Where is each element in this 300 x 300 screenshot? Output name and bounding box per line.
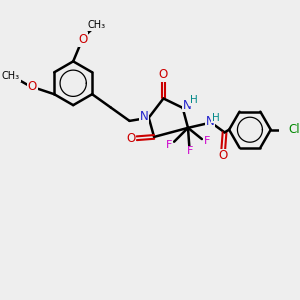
Text: O: O	[218, 149, 228, 162]
Text: F: F	[204, 136, 210, 146]
Text: O: O	[78, 33, 87, 46]
Text: N: N	[140, 110, 148, 123]
Text: Cl: Cl	[288, 123, 300, 136]
Text: O: O	[28, 80, 37, 93]
Text: O: O	[126, 132, 135, 145]
Text: O: O	[159, 68, 168, 82]
Text: CH₃: CH₃	[88, 20, 106, 30]
Text: CH₃: CH₃	[2, 71, 20, 81]
Text: N: N	[206, 115, 214, 128]
Text: N: N	[183, 99, 192, 112]
Text: H: H	[212, 113, 219, 123]
Text: F: F	[187, 146, 193, 156]
Text: H: H	[190, 95, 198, 105]
Text: F: F	[166, 140, 172, 150]
